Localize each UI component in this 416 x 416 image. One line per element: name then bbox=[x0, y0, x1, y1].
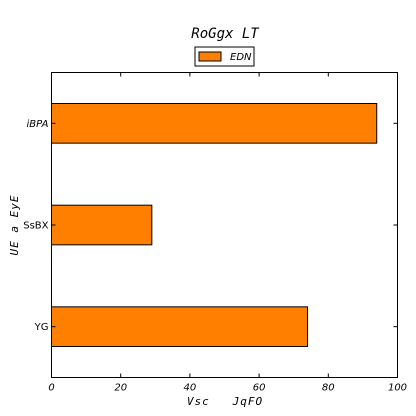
y-tick-label: YG bbox=[34, 322, 49, 333]
x-tick-label: 60 bbox=[253, 383, 266, 394]
y-tick-label: iBPA bbox=[26, 119, 48, 130]
bar-ibpa bbox=[51, 103, 378, 144]
x-tick-label: 100 bbox=[388, 383, 407, 394]
legend: EDN bbox=[194, 46, 255, 67]
x-tick-label: 0 bbox=[48, 383, 54, 394]
y-ticks: YG SsBX iBPA bbox=[23, 119, 398, 333]
legend-swatch bbox=[198, 51, 222, 62]
x-tick-label: 40 bbox=[184, 383, 197, 394]
bar-ssbx bbox=[51, 204, 153, 246]
x-tick-label: 80 bbox=[322, 383, 335, 394]
chart-title: RoGgx LT bbox=[191, 26, 260, 42]
bars-group bbox=[51, 103, 378, 347]
x-ticks: 0 20 40 60 80 100 bbox=[48, 72, 407, 394]
x-axis-label: Vsc JqFO bbox=[187, 395, 263, 408]
y-axis-label: UE a EyE bbox=[8, 195, 21, 256]
y-tick-label: SsBX bbox=[23, 221, 48, 232]
x-tick-label: 20 bbox=[114, 383, 127, 394]
legend-label: EDN bbox=[230, 52, 252, 63]
bar-yg bbox=[51, 306, 309, 347]
